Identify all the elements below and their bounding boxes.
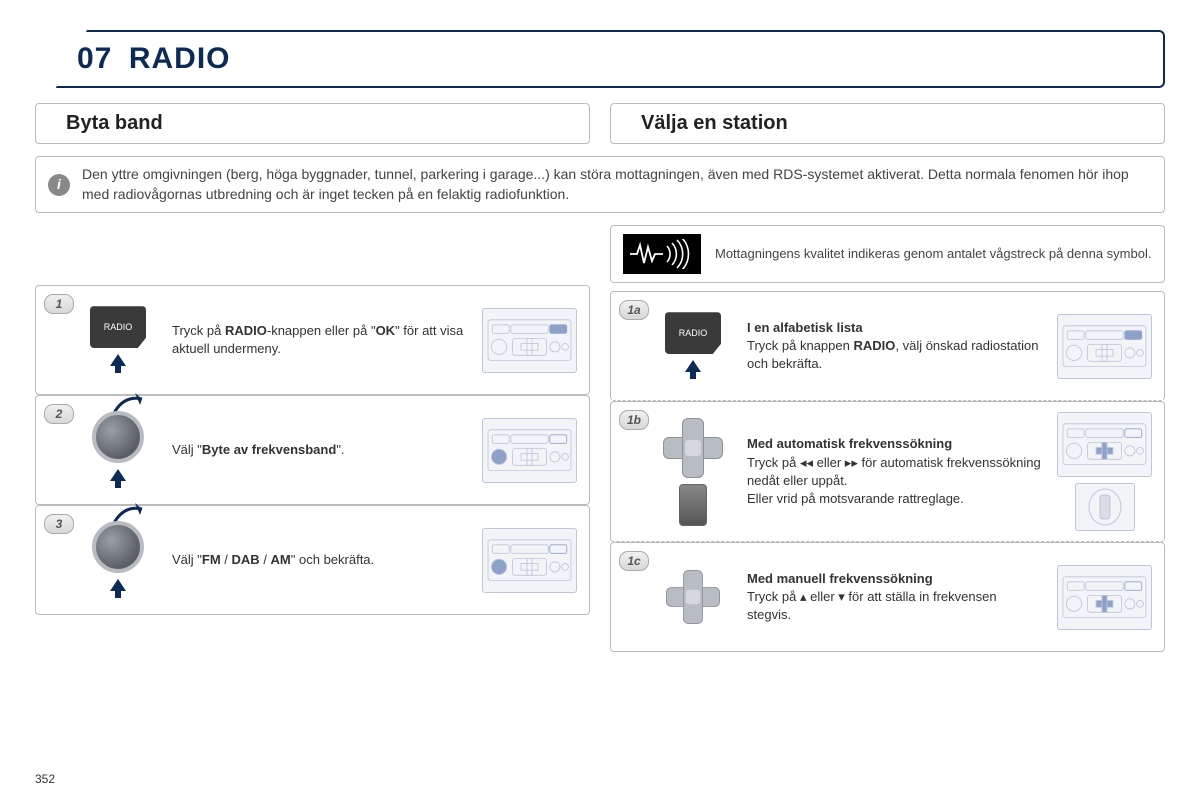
subheader-right: Välja en station [610,103,1165,144]
info-banner: i Den yttre omgivningen (berg, höga bygg… [35,156,1165,213]
step-text: Med manuell frekvenssökning Tryck på ▴ e… [747,570,1043,625]
step-title: I en alfabetisk lista [747,319,1043,337]
rotary-knob-icon [92,521,144,573]
radio-button-icon: RADIO [665,312,721,354]
signal-icon [623,234,701,274]
step-text: I en alfabetisk lista Tryck på knappen R… [747,319,1043,374]
device-thumbnail [482,528,577,593]
step-number: 2 [44,404,74,424]
right-column: Mottagningens kvalitet indikeras genom a… [610,225,1165,652]
step-card: 1 RADIO Tryck på RADIO-knappen eller på … [35,285,590,395]
step-number: 3 [44,514,74,534]
info-icon: i [48,174,70,196]
step-text: Välj "Byte av frekvensband". [172,441,468,459]
subheader-row: Byta band Välja en station [35,103,1165,144]
signal-quality-row: Mottagningens kvalitet indikeras genom a… [610,225,1165,283]
step-card: 1c Med manuell frekvenssökning Tryck på … [610,542,1165,652]
step-card: 1b Med automatisk frekvenssökning Tryck … [610,401,1165,542]
step-text: Tryck på RADIO-knappen eller på "OK" för… [172,322,468,358]
step-number: 1 [44,294,74,314]
radio-button-icon: RADIO [90,306,146,348]
dpad-icon [666,570,720,624]
step-card: 1a RADIO I en alfabetisk lista Tryck på … [610,291,1165,401]
wheel-thumbnail [1075,483,1135,531]
step-number: 1c [619,551,649,571]
signal-text: Mottagningens kvalitet indikeras genom a… [715,246,1151,263]
subheader-left: Byta band [35,103,590,144]
device-thumbnail [482,418,577,483]
device-thumbnail [1057,565,1152,630]
info-text: Den yttre omgivningen (berg, höga byggna… [82,165,1152,204]
page-header: 07 RADIO [35,30,1165,88]
left-column: 1 RADIO Tryck på RADIO-knappen eller på … [35,225,590,652]
step-title: Med automatisk frekvenssökning [747,435,1043,453]
dpad-icon [663,418,723,478]
header-title: RADIO [129,42,231,75]
device-thumbnail [1057,314,1152,379]
page-number: 352 [35,772,55,786]
header-number: 07 [77,42,112,75]
step-text: Välj "FM / DAB / AM" och bekräfta. [172,551,468,569]
step-card: 2 Välj "Byte av frekvensband". [35,395,590,505]
device-thumbnail [482,308,577,373]
step-number: 1b [619,410,649,430]
step-text: Med automatisk frekvenssökning Tryck på … [747,435,1043,508]
steering-wheel-control-icon [679,484,707,526]
rotary-knob-icon [92,411,144,463]
step-number: 1a [619,300,649,320]
step-title: Med manuell frekvenssökning [747,570,1043,588]
device-thumbnail [1057,412,1152,477]
step-card: 3 Välj "FM / DAB / AM" och bekräfta. [35,505,590,615]
main-columns: 1 RADIO Tryck på RADIO-knappen eller på … [35,225,1165,652]
